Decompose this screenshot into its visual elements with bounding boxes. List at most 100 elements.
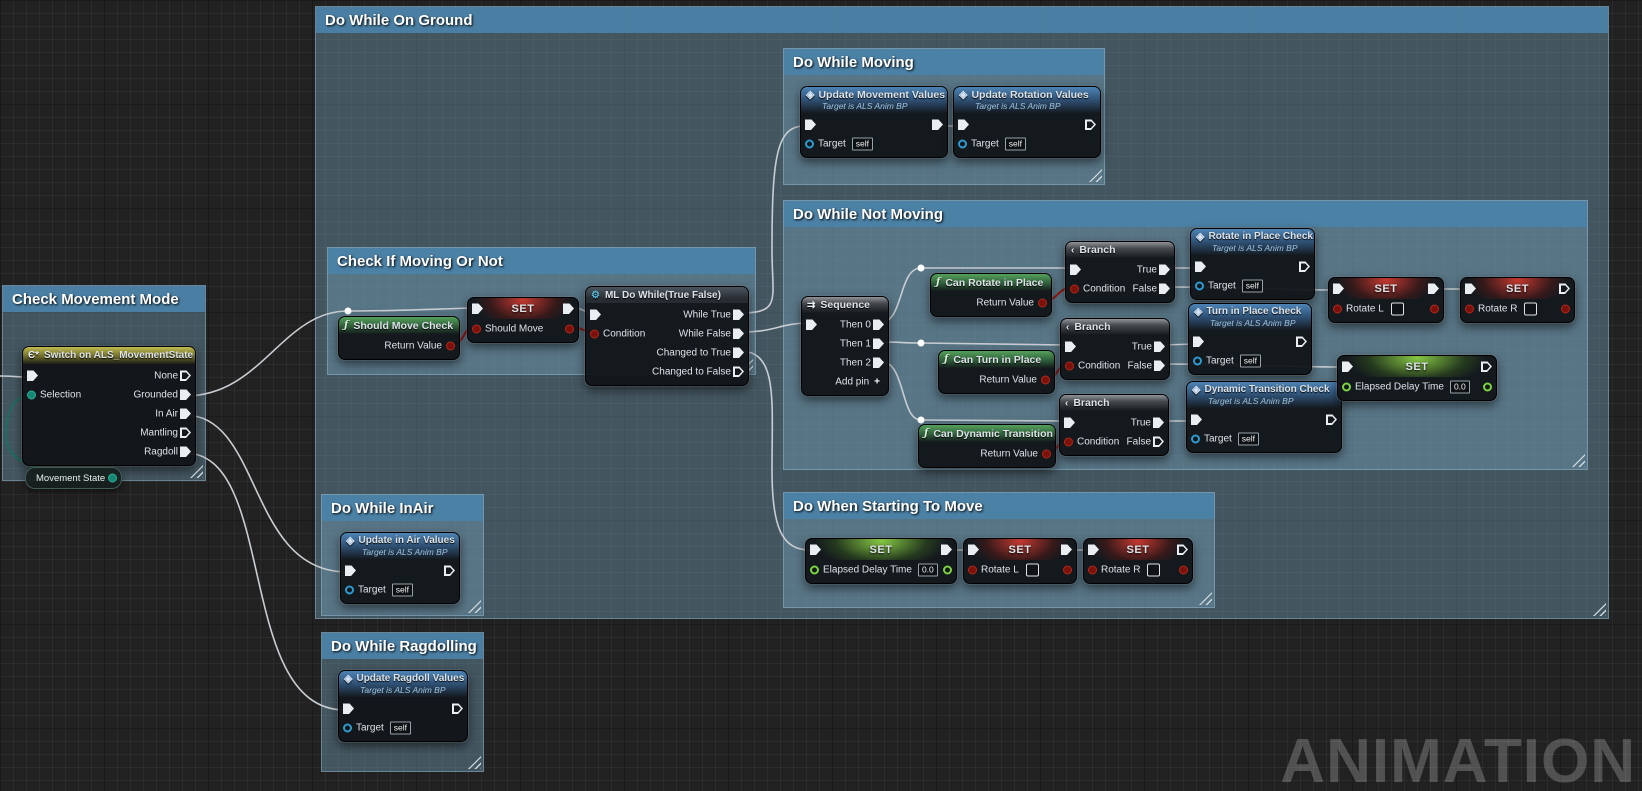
exec-out-pin[interactable] [1061, 544, 1072, 555]
exec-in-pin[interactable] [806, 319, 817, 330]
node-rotate-in-place-check[interactable]: ◈ Rotate in Place Check Target is ALS Ani… [1189, 227, 1316, 301]
exec-out-mantling-pin[interactable] [180, 427, 191, 438]
node-set-rotate-r[interactable]: SET Rotate R [1459, 276, 1576, 324]
exec-in-pin[interactable] [590, 309, 601, 320]
then2-pin[interactable] [873, 357, 884, 368]
node-can-rotate-in-place[interactable]: ƒ Can Rotate in Place Return Value [929, 272, 1053, 318]
condition-pin[interactable] [1065, 361, 1074, 370]
while-false-pin[interactable] [733, 328, 744, 339]
comment-title[interactable]: Do While Moving [784, 49, 1104, 75]
exec-out-pin[interactable] [563, 303, 574, 314]
exec-out-pin[interactable] [1326, 414, 1337, 425]
exec-in-pin[interactable] [805, 119, 816, 130]
enum-out-pin[interactable] [108, 473, 118, 483]
rotate-l-pin[interactable] [968, 565, 977, 574]
exec-out-pin[interactable] [452, 703, 463, 714]
exec-out-pin[interactable] [941, 544, 952, 555]
bool-checkbox[interactable] [1524, 302, 1538, 315]
false-pin[interactable] [1153, 436, 1164, 447]
then1-pin[interactable] [873, 338, 884, 349]
self-box[interactable]: self [389, 721, 412, 734]
exec-in-pin[interactable] [1088, 544, 1099, 555]
node-update-movement-values[interactable]: ◈ Update Movement Values Target is ALS An… [799, 85, 949, 159]
target-pin[interactable] [805, 139, 814, 148]
return-value-pin[interactable] [1038, 298, 1047, 307]
target-pin[interactable] [345, 585, 354, 594]
node-turn-in-place-check[interactable]: ◈ Turn in Place Check Target is ALS Anim … [1187, 302, 1313, 376]
add-pin-icon[interactable]: + [874, 376, 880, 387]
exec-in-pin[interactable] [968, 544, 979, 555]
exec-out-pin[interactable] [932, 119, 943, 130]
selection-pin[interactable] [27, 390, 36, 399]
bool-checkbox[interactable] [1147, 563, 1161, 576]
exec-out-pin[interactable] [1296, 336, 1307, 347]
self-box[interactable]: self [1239, 354, 1262, 367]
node-can-turn-in-place[interactable]: ƒ Can Turn in Place Return Value [937, 349, 1056, 395]
node-update-ragdoll-values[interactable]: ◈ Update Ragdoll Values Target is ALS Ani… [337, 669, 469, 743]
return-value-pin[interactable] [1041, 375, 1050, 384]
self-box[interactable]: self [851, 137, 874, 150]
node-update-in-air-values[interactable]: ◈ Update in Air Values Target is ALS Anim… [339, 531, 461, 605]
should-move-pin[interactable] [472, 324, 481, 333]
comment-title[interactable]: Do While Not Moving [784, 201, 1587, 227]
rotate-r-pin[interactable] [1088, 565, 1097, 574]
node-set-elapsed-start[interactable]: SET Elapsed Delay Time 0.0 [804, 537, 958, 585]
value-out-pin[interactable] [565, 324, 574, 333]
elapsed-delay-pin[interactable] [810, 565, 819, 574]
comment-title[interactable]: Do When Starting To Move [784, 493, 1214, 519]
changed-to-false-pin[interactable] [733, 366, 744, 377]
exec-in-pin[interactable] [1342, 361, 1353, 372]
value-out-pin[interactable] [1483, 382, 1492, 391]
node-movement-state-variable[interactable]: Movement State [25, 467, 123, 489]
bool-checkbox[interactable] [1025, 563, 1039, 576]
target-pin[interactable] [958, 139, 967, 148]
elapsed-delay-pin[interactable] [1342, 382, 1351, 391]
add-pin-label[interactable]: Add pin [835, 376, 870, 387]
node-sequence[interactable]: ⇉ Sequence Then 0 Then 1 Then 2 Add pin + [800, 295, 890, 397]
self-box[interactable]: self [391, 583, 414, 596]
node-set-rotate-l[interactable]: SET Rotate L [1327, 276, 1445, 324]
rotate-l-pin[interactable] [1333, 304, 1342, 313]
self-box[interactable]: self [1237, 432, 1260, 445]
while-true-pin[interactable] [733, 309, 744, 320]
self-box[interactable]: self [1241, 279, 1264, 292]
exec-in-pin[interactable] [345, 565, 356, 576]
return-value-pin[interactable] [1042, 449, 1051, 458]
comment-title[interactable]: Do While Ragdolling [322, 633, 483, 659]
node-update-rotation-values[interactable]: ◈ Update Rotation Values Target is ALS An… [952, 85, 1102, 159]
exec-out-pin[interactable] [1428, 283, 1439, 294]
changed-to-true-pin[interactable] [733, 347, 744, 358]
condition-pin[interactable] [1064, 437, 1073, 446]
value-out-pin[interactable] [1561, 304, 1570, 313]
exec-in-pin[interactable] [1193, 336, 1204, 347]
true-pin[interactable] [1159, 264, 1170, 275]
then0-pin[interactable] [873, 319, 884, 330]
node-should-move-check[interactable]: ƒ Should Move Check Return Value [337, 315, 461, 361]
target-pin[interactable] [1195, 281, 1204, 290]
rotate-r-pin[interactable] [1465, 304, 1474, 313]
condition-pin[interactable] [1070, 284, 1079, 293]
value-box[interactable]: 0.0 [1449, 380, 1470, 393]
exec-out-pin[interactable] [1085, 119, 1096, 130]
exec-in-pin[interactable] [1191, 414, 1202, 425]
target-pin[interactable] [1191, 434, 1200, 443]
comment-title[interactable]: Do While InAir [322, 495, 483, 521]
value-out-pin[interactable] [943, 565, 952, 574]
false-pin[interactable] [1154, 360, 1165, 371]
exec-in-pin[interactable] [1333, 283, 1344, 294]
value-out-pin[interactable] [1063, 565, 1072, 574]
exec-in-pin[interactable] [1065, 341, 1076, 352]
exec-in-pin[interactable] [27, 370, 38, 381]
node-switch-movement-state[interactable]: Є* Switch on ALS_MovementState None Selec… [21, 345, 197, 467]
exec-out-pin[interactable] [1481, 361, 1492, 372]
exec-in-pin[interactable] [343, 703, 354, 714]
exec-out-ragdoll-pin[interactable] [180, 446, 191, 457]
node-branch-2[interactable]: ‹ Branch True Condition False [1059, 317, 1171, 381]
exec-out-none-pin[interactable] [180, 370, 191, 381]
node-branch-3[interactable]: ‹ Branch True Condition False [1058, 393, 1170, 457]
node-set-elapsed-delay-time[interactable]: SET Elapsed Delay Time 0.0 [1336, 354, 1498, 402]
target-pin[interactable] [343, 723, 352, 732]
self-box[interactable]: self [1004, 137, 1027, 150]
comment-title[interactable]: Check Movement Mode [3, 286, 205, 312]
